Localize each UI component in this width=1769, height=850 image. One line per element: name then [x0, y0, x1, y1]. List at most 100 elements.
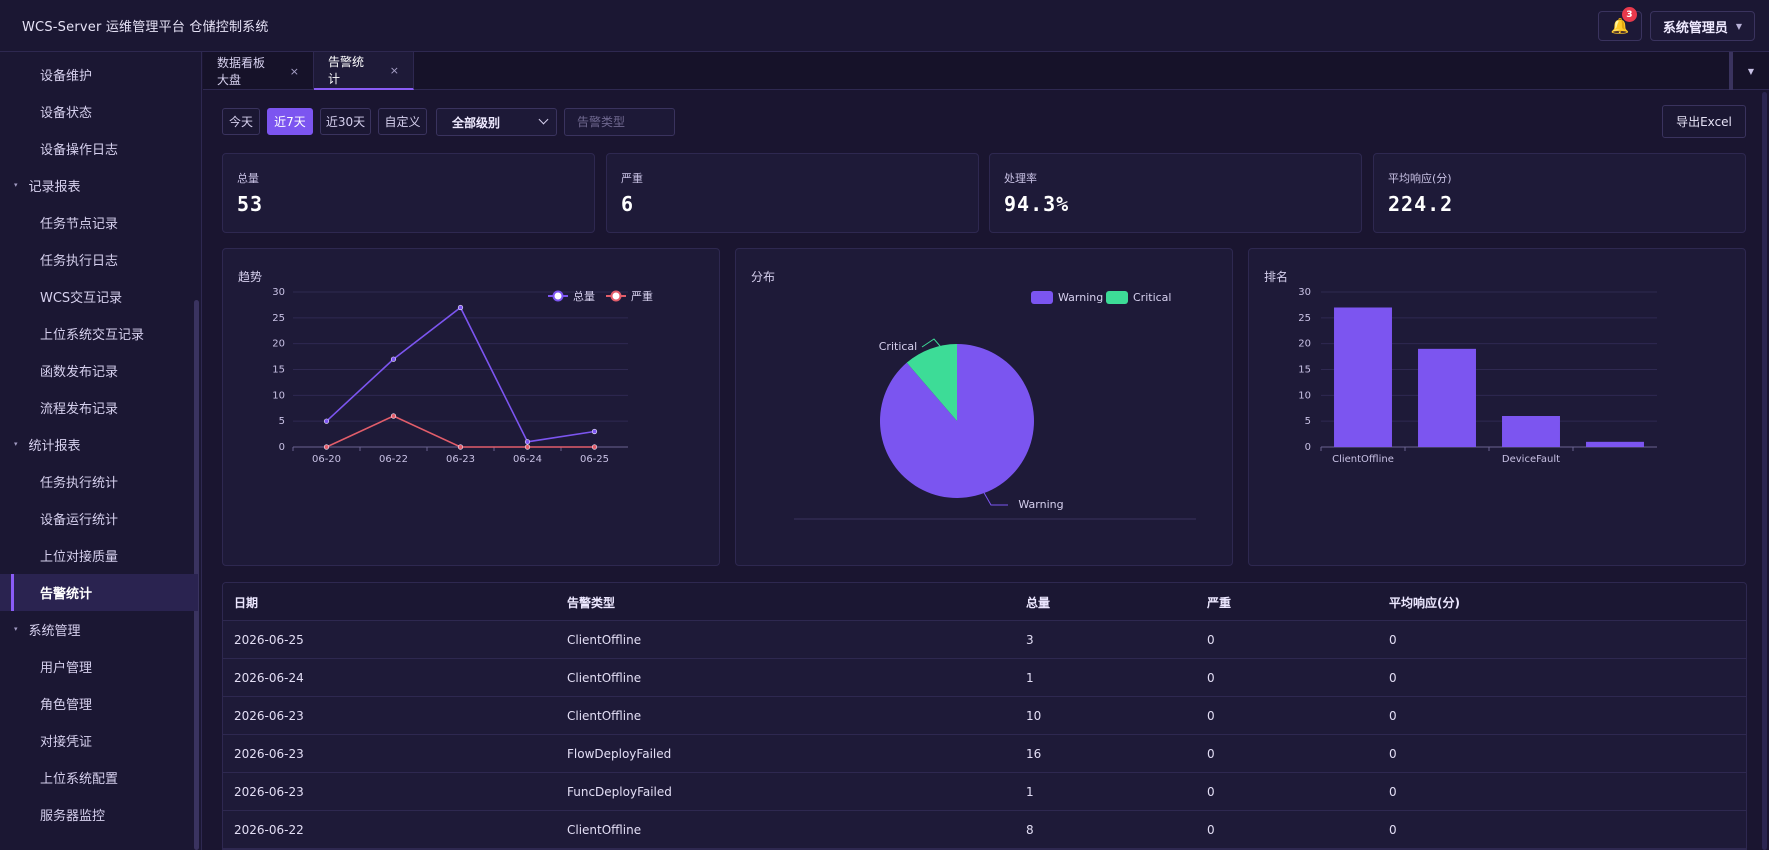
- stat-value: 94.3%: [1004, 192, 1070, 216]
- table-cell: 0: [1207, 785, 1215, 799]
- sidebar-item[interactable]: 上位系统交互记录: [0, 315, 198, 352]
- sidebar: 设备维护 设备状态 设备操作日志 ▾ 记录报表 任务节点记录 任务执行日志 WCS交互记录 上位…: [0, 52, 202, 850]
- table-cell: 0: [1389, 823, 1397, 837]
- stat-label: 总量: [237, 172, 259, 185]
- sidebar-item[interactable]: 设备维护: [0, 56, 198, 93]
- data-point: [591, 444, 598, 450]
- table-cell: 2026-06-24: [234, 671, 304, 685]
- table-row: 2026-06-25 ClientOffline 3 0 0: [223, 621, 1746, 659]
- main-scrollbar[interactable]: [1762, 92, 1767, 850]
- bar: [1586, 441, 1644, 447]
- y-tick-label: 20: [272, 339, 285, 350]
- table-header-row: 日期 告警类型 总量 严重 平均响应(分): [223, 583, 1746, 621]
- sidebar-item[interactable]: 任务执行统计: [0, 463, 198, 500]
- notifications-button[interactable]: 🔔 3: [1597, 7, 1642, 41]
- sidebar-item[interactable]: 设备状态: [0, 93, 198, 130]
- tab-alarm-stats[interactable]: 告警统计 ×: [314, 52, 414, 90]
- table-cell: 2026-06-23: [234, 747, 304, 761]
- series-line: [325, 306, 595, 443]
- sidebar-item[interactable]: 上位系统配置: [0, 759, 198, 796]
- table-cell: 2026-06-23: [234, 709, 304, 723]
- table-cell: 3: [1026, 633, 1034, 647]
- sidebar-item[interactable]: 上位对接质量: [0, 537, 198, 574]
- table-cell: 0: [1207, 633, 1215, 647]
- table-cell: 0: [1207, 709, 1215, 723]
- sidebar-group[interactable]: ▾ 记录报表: [0, 167, 198, 204]
- sidebar-item[interactable]: 任务执行日志: [0, 241, 198, 278]
- sidebar-item-label: 角色管理: [40, 698, 93, 713]
- series-line: [326, 415, 595, 448]
- sidebar-item[interactable]: 告警统计: [0, 574, 198, 611]
- sidebar-item[interactable]: 角色管理: [0, 685, 198, 722]
- tab-dashboard[interactable]: 数据看板大盘 ×: [203, 52, 314, 90]
- sidebar-item-label: 记录报表: [28, 180, 81, 195]
- column-header[interactable]: 总量: [1026, 595, 1051, 610]
- sidebar-group[interactable]: ▾ 统计报表: [0, 426, 198, 463]
- sidebar-item-label: 用户管理: [40, 661, 93, 676]
- x-tick-label: 06-23: [446, 454, 475, 465]
- table-row: 2026-06-23 ClientOffline 10 0 0: [223, 697, 1746, 735]
- table-cell: ClientOffline: [567, 633, 642, 647]
- table-cell: 0: [1389, 633, 1397, 647]
- sidebar-item-label: 上位系统配置: [40, 772, 119, 787]
- ranking-chart: 0 5 10 15 20 25 30 ClientOffline DeviceFault: [1298, 287, 1657, 465]
- data-point: [524, 444, 531, 450]
- column-header[interactable]: 平均响应(分): [1389, 595, 1460, 610]
- y-tick-label: 15: [1298, 365, 1311, 376]
- column-header[interactable]: 严重: [1207, 595, 1232, 610]
- range-today-button[interactable]: 今天: [222, 108, 260, 135]
- y-tick-label: 25: [272, 313, 285, 324]
- alarm-table: 日期 告警类型 总量 严重 平均响应(分) 2026-06-25 ClientOffline…: [222, 582, 1747, 850]
- data-point: [323, 444, 330, 450]
- sidebar-item[interactable]: WCS交互记录: [0, 278, 198, 315]
- sidebar-item[interactable]: 设备运行统计: [0, 500, 198, 537]
- caret-down-icon: ▼: [1735, 21, 1742, 31]
- export-excel-button[interactable]: 导出Excel: [1662, 105, 1746, 138]
- range-30d-button[interactable]: 近30天: [320, 108, 371, 135]
- y-tick-label: 30: [1298, 287, 1311, 298]
- user-menu-button[interactable]: 系统管理员 ▼: [1649, 11, 1755, 41]
- y-tick-label: 25: [1298, 313, 1311, 324]
- sidebar-item[interactable]: 任务节点记录: [0, 204, 198, 241]
- stat-value: 224.2: [1388, 192, 1454, 216]
- table-cell: ClientOffline: [567, 671, 642, 685]
- x-tick-label: 06-22: [379, 454, 408, 465]
- sidebar-item[interactable]: 设备操作日志: [0, 130, 198, 167]
- table-row: 2026-06-23 FlowDeployFailed 16 0 0: [223, 735, 1746, 773]
- table-cell: 2026-06-22: [234, 823, 304, 837]
- sidebar-item[interactable]: 流程发布记录: [0, 389, 198, 426]
- tab-more-dropdown[interactable]: ▼: [1729, 52, 1769, 90]
- sidebar-item[interactable]: 函数发布记录: [0, 352, 198, 389]
- sidebar-item[interactable]: 用户管理: [0, 648, 198, 685]
- stat-value: 6: [621, 192, 635, 216]
- column-header[interactable]: 日期: [234, 595, 259, 610]
- pie-slice: [906, 344, 957, 421]
- alarm-type-input[interactable]: [564, 108, 675, 136]
- stat-value: 53: [237, 192, 264, 216]
- table-cell: 0: [1389, 785, 1397, 799]
- data-point: [390, 356, 397, 362]
- sidebar-item[interactable]: 对接凭证: [0, 722, 198, 759]
- level-select-value: 全部级别: [452, 115, 501, 130]
- level-select[interactable]: 全部级别: [436, 108, 557, 136]
- table-cell: 2026-06-25: [234, 633, 304, 647]
- close-icon[interactable]: ×: [389, 63, 399, 77]
- caret-down-icon: ▾: [14, 180, 18, 189]
- caret-down-icon: ▾: [14, 439, 18, 448]
- stat-label: 处理率: [1004, 172, 1037, 185]
- sidebar-group[interactable]: ▾ 系统管理: [0, 611, 198, 648]
- data-point: [323, 418, 330, 424]
- bar: [1502, 416, 1560, 447]
- trend-title: 趋势: [238, 270, 263, 284]
- table-cell: ClientOffline: [567, 823, 642, 837]
- column-header[interactable]: 告警类型: [567, 595, 616, 610]
- table-row: 2026-06-23 FuncDeployFailed 1 0 0: [223, 773, 1746, 811]
- table-cell: 8: [1026, 823, 1034, 837]
- sidebar-item[interactable]: 服务器监控: [0, 796, 198, 833]
- table-cell: 16: [1026, 747, 1042, 761]
- close-icon[interactable]: ×: [289, 64, 299, 78]
- y-tick-label: 10: [1298, 390, 1311, 401]
- sidebar-item-label: WCS交互记录: [40, 291, 123, 306]
- range-custom-button[interactable]: 自定义: [378, 108, 427, 135]
- range-7d-button[interactable]: 近7天: [267, 108, 313, 135]
